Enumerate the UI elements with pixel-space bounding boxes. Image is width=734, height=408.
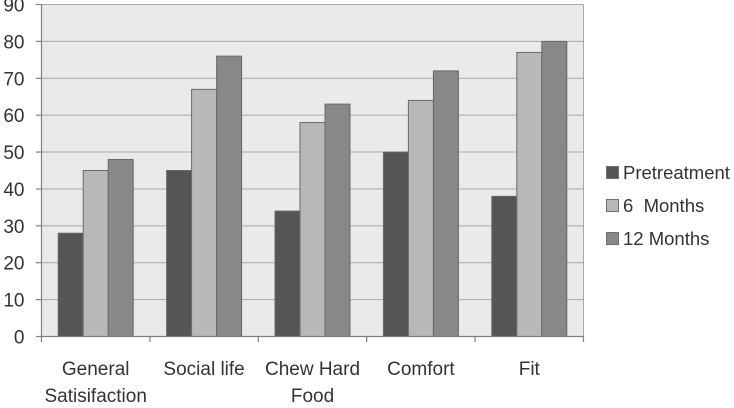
bar-12-months-general-satisifaction bbox=[107, 158, 134, 337]
bar-6-months-chew-hard-food bbox=[299, 122, 326, 337]
bar-pretreatment-general-satisifaction bbox=[57, 232, 84, 337]
x-axis-label: Comfort bbox=[387, 359, 455, 380]
y-axis-label: 90 bbox=[3, 0, 24, 17]
legend-swatch-6-months-icon bbox=[606, 199, 619, 212]
legend-swatch-pretreatment-icon bbox=[606, 166, 619, 179]
y-axis-label: 20 bbox=[3, 254, 24, 275]
bar-pretreatment-comfort bbox=[382, 151, 409, 337]
bar-12-months-chew-hard-food bbox=[324, 103, 351, 337]
bar-12-months-social-life bbox=[216, 55, 243, 338]
legend-label-pretreatment: Pretreatment bbox=[623, 162, 730, 183]
legend-label-6-months: 6 Months bbox=[623, 195, 705, 216]
legend-item-6-months: 6 Months bbox=[606, 196, 730, 215]
legend-item-pretreatment: Pretreatment bbox=[606, 163, 730, 182]
bar-6-months-comfort bbox=[407, 99, 434, 337]
x-axis-label: Social life bbox=[163, 359, 244, 380]
legend-swatch-12-months-icon bbox=[606, 232, 619, 245]
y-axis-label: 10 bbox=[3, 291, 24, 312]
x-axis-label: Satisifaction bbox=[44, 386, 146, 407]
y-axis-label: 0 bbox=[14, 328, 25, 349]
x-axis-label: Fit bbox=[519, 359, 541, 380]
bar-12-months-comfort bbox=[432, 70, 459, 338]
x-axis-label: Chew Hard bbox=[265, 359, 360, 380]
y-axis-label: 80 bbox=[3, 32, 24, 53]
x-axis-label: General bbox=[62, 359, 130, 380]
y-axis-label: 30 bbox=[3, 217, 24, 238]
y-axis-label: 70 bbox=[3, 69, 24, 90]
bar-6-months-general-satisifaction bbox=[82, 170, 109, 337]
bar-6-months-fit bbox=[516, 51, 543, 337]
y-axis-label: 60 bbox=[3, 106, 24, 127]
bar-12-months-fit bbox=[541, 40, 568, 338]
bar-pretreatment-social-life bbox=[166, 170, 193, 337]
bar-pretreatment-fit bbox=[491, 195, 518, 337]
bar-pretreatment-chew-hard-food bbox=[274, 210, 301, 337]
y-axis-label: 40 bbox=[3, 180, 24, 201]
legend-item-12-months: 12 Months bbox=[606, 229, 730, 248]
chart-legend: Pretreatment 6 Months 12 Months bbox=[606, 163, 730, 248]
x-axis-label: Food bbox=[291, 386, 334, 407]
bar-6-months-social-life bbox=[191, 88, 218, 337]
legend-label-12-months: 12 Months bbox=[623, 228, 710, 249]
y-axis-label: 50 bbox=[3, 143, 24, 164]
